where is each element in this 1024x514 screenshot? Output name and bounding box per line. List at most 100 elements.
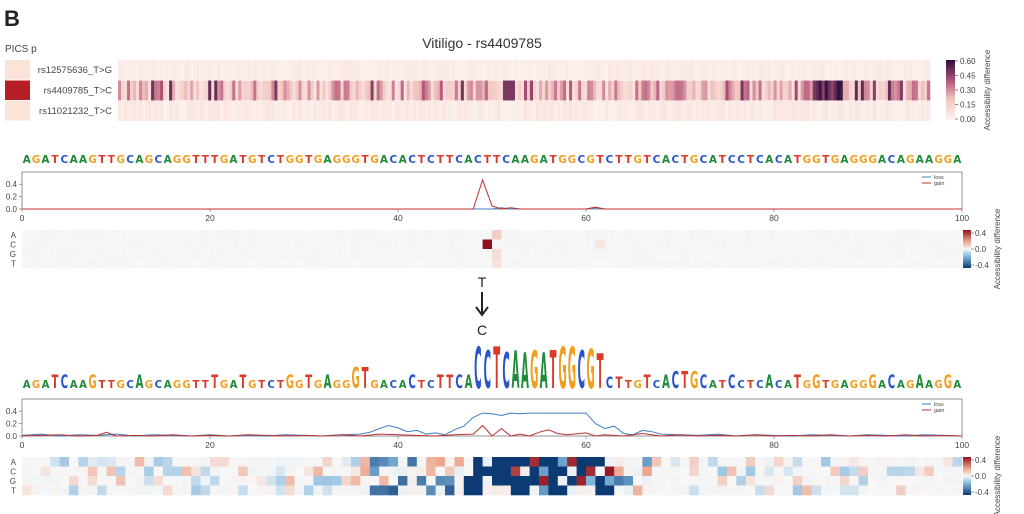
variant-heatmap-cell xyxy=(608,80,612,101)
mutation-map-cell xyxy=(116,258,126,269)
mutation-map-cell xyxy=(792,476,803,486)
variant-heatmap-cell xyxy=(460,60,465,80)
mutation-map-cell xyxy=(595,466,606,477)
mutation-map-cell xyxy=(698,258,709,269)
variant-heatmap-cell xyxy=(388,101,392,121)
variant-heatmap-cell xyxy=(154,60,158,80)
mutation-map-cell xyxy=(811,239,822,250)
variant-heatmap-cell xyxy=(920,80,925,101)
mutation-map-cell xyxy=(858,249,869,259)
mutation-map-cell xyxy=(661,485,671,496)
mutation-map-cell xyxy=(858,457,869,467)
variant-heatmap-cell xyxy=(662,60,666,80)
reference-base: G xyxy=(868,154,877,166)
mutation-map-cell xyxy=(633,476,643,486)
variant-heatmap-cell xyxy=(623,101,627,121)
reference-base: T xyxy=(108,154,116,166)
variant-heatmap-cell xyxy=(746,80,750,101)
mutation-map-cell xyxy=(623,230,634,240)
variant-heatmap-cell xyxy=(505,101,510,121)
mutation-map-cell xyxy=(698,457,709,467)
variant-heatmap-cell xyxy=(773,101,777,121)
mutation-map-cell xyxy=(576,466,587,477)
variant-heatmap-cell xyxy=(340,80,344,101)
mutation-map-cell xyxy=(858,258,869,269)
alternate-base: T xyxy=(211,372,218,393)
variant-heatmap-cell xyxy=(722,101,726,121)
colorbar-tick-label: 0.0 xyxy=(975,472,987,481)
variant-heatmap-cell xyxy=(145,101,149,121)
variant-heatmap-cell xyxy=(319,60,323,80)
mutation-map-cell xyxy=(915,466,925,477)
variant-heatmap-cell xyxy=(310,60,314,80)
mutation-map-cell xyxy=(698,466,709,477)
variant-heatmap-cell xyxy=(451,60,456,80)
variant-heatmap-cell xyxy=(208,60,212,80)
mutation-map-cell xyxy=(529,476,540,486)
variant-heatmap-cell xyxy=(250,101,254,121)
mutation-map-cell xyxy=(210,476,220,486)
mutation-map-cell xyxy=(40,249,51,259)
variant-heatmap-cell xyxy=(178,101,182,121)
variant-heatmap-cell xyxy=(611,101,615,121)
mutation-map-cell xyxy=(106,485,117,496)
mutation-map-cell xyxy=(510,258,521,269)
variant-heatmap-cell xyxy=(617,60,621,80)
mutation-map-cell xyxy=(454,466,465,477)
variant-heatmap-cell xyxy=(259,80,263,101)
variant-heatmap-cell xyxy=(650,101,654,121)
variant-heatmap-cell xyxy=(196,60,200,80)
reference-base: G xyxy=(295,154,304,166)
mutation-map-cell xyxy=(407,239,418,250)
variant-heatmap-cell xyxy=(466,101,471,121)
mutation-map-cell xyxy=(332,239,342,250)
mutation-map-cell xyxy=(567,239,577,250)
x-tick-label: 60 xyxy=(581,440,591,450)
variant-heatmap-cell xyxy=(530,101,534,121)
mutation-map-cell xyxy=(642,466,653,477)
variant-heatmap-cell xyxy=(298,101,302,121)
variant-heatmap-cell xyxy=(517,60,522,80)
mutation-map-cell xyxy=(369,466,380,477)
variant-heatmap-cell xyxy=(196,80,200,101)
variant-heatmap-cell xyxy=(193,60,197,80)
mutation-map-cell xyxy=(341,249,352,259)
variant-heatmap-cell xyxy=(268,101,272,121)
variant-heatmap-cell xyxy=(590,80,594,101)
reference-base: A xyxy=(135,154,144,166)
variant-heatmap-cell xyxy=(539,80,543,101)
mutation-map-cell xyxy=(877,249,888,259)
variant-heatmap-cell xyxy=(539,101,543,121)
variant-heatmap-cell xyxy=(436,101,441,121)
alternate-base: T xyxy=(192,379,199,391)
variant-heatmap-cell xyxy=(121,101,125,121)
legend-label: loss xyxy=(934,175,944,181)
variant-heatmap-cell xyxy=(394,80,398,101)
reference-base: G xyxy=(248,154,257,166)
mutation-map-cell xyxy=(548,239,559,250)
variant-heatmap-cell xyxy=(148,60,152,80)
variant-heatmap-cell xyxy=(160,101,164,121)
mutation-map-cell xyxy=(341,239,352,250)
mutation-map-cell xyxy=(614,485,624,496)
variant-heatmap-cell xyxy=(788,101,792,121)
mutation-map-cell xyxy=(482,466,493,477)
mutation-map-cell xyxy=(360,230,371,240)
mutation-map-cell xyxy=(482,457,493,467)
mutation-map-cell xyxy=(764,466,775,477)
mutation-map-cell xyxy=(247,485,258,496)
mutation-map-cell xyxy=(764,258,775,269)
mutation-map-cell xyxy=(59,258,70,269)
mutation-map-cell xyxy=(633,258,643,269)
mutation-map-cell xyxy=(651,239,662,250)
variant-heatmap-cell xyxy=(653,80,657,101)
mutation-map-cell xyxy=(576,476,587,486)
variant-heatmap-cell xyxy=(902,101,907,121)
variant-heatmap-cell xyxy=(490,80,495,101)
mutation-map-cell xyxy=(172,258,183,269)
base-row-label: T xyxy=(11,259,16,268)
variant-heatmap-cell xyxy=(190,101,194,121)
variant-heatmap-cell xyxy=(590,101,594,121)
mutation-map-cell xyxy=(266,457,277,467)
reference-base: G xyxy=(690,154,699,166)
